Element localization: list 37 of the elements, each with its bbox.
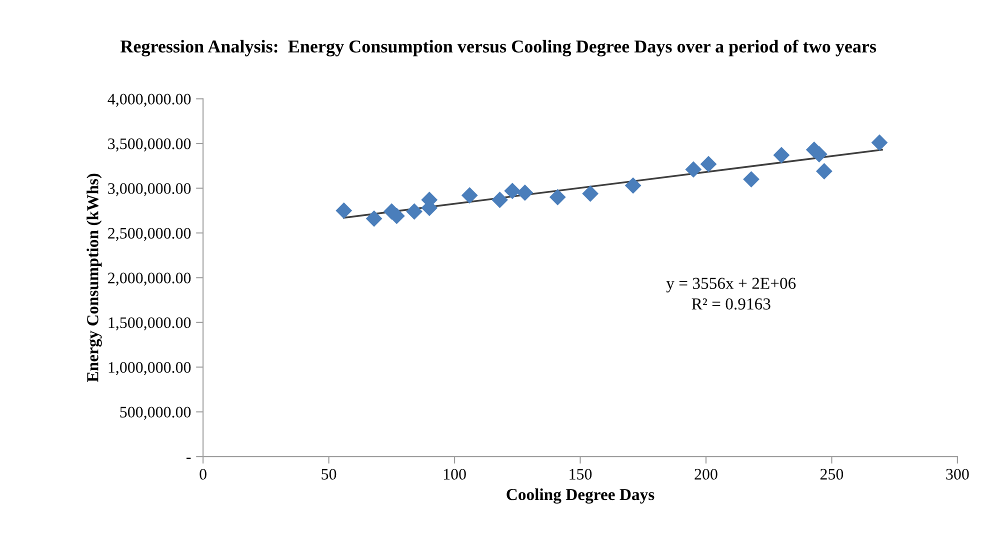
point xyxy=(700,156,717,172)
point xyxy=(624,177,642,194)
x-tick-label: 250 xyxy=(820,468,844,480)
y-tick-label: 500,000.00 xyxy=(120,406,191,420)
chart-title: Regression Analysis: Energy Consumption versus Cooling Degree Days over a period of two years xyxy=(120,40,876,56)
point xyxy=(492,192,508,208)
point xyxy=(743,171,760,188)
y-tick-label: 3,500,000.00 xyxy=(108,138,191,152)
y-tick-label: 1,500,000.00 xyxy=(108,317,191,330)
x-tick-label: 200 xyxy=(694,468,718,480)
point xyxy=(461,187,478,204)
y-tick-label: 2,000,000.00 xyxy=(108,272,191,286)
x-tick-label: 300 xyxy=(946,468,969,480)
y-tick-label: - xyxy=(186,458,191,459)
annotation: R² = 0.9163 xyxy=(692,298,770,310)
point xyxy=(549,188,566,206)
x-tick-label: 150 xyxy=(570,468,592,480)
point xyxy=(816,163,832,180)
y-tick-label: 1,000,000.00 xyxy=(108,362,191,376)
point xyxy=(685,161,702,178)
x-tick-label: 100 xyxy=(444,468,466,480)
x-tick-label: 50 xyxy=(322,468,336,480)
point xyxy=(773,146,790,164)
point xyxy=(366,210,382,227)
point xyxy=(582,185,599,202)
y-tick-label: 3,000,000.00 xyxy=(108,183,191,196)
y-axis-title: Energy Consumption (kWhs) xyxy=(86,174,102,382)
x-axis-title: Cooling Degree Days xyxy=(506,488,654,504)
point xyxy=(504,182,521,200)
point xyxy=(516,184,534,201)
point xyxy=(336,202,352,219)
point xyxy=(406,203,423,220)
annotation: y = 3556x + 2E+06 xyxy=(666,278,796,292)
y-tick-label: 2,500,000.00 xyxy=(108,228,191,241)
x-tick-label: 0 xyxy=(200,468,206,480)
point xyxy=(871,134,888,151)
y-tick-label: 4,000,000.00 xyxy=(108,94,191,107)
